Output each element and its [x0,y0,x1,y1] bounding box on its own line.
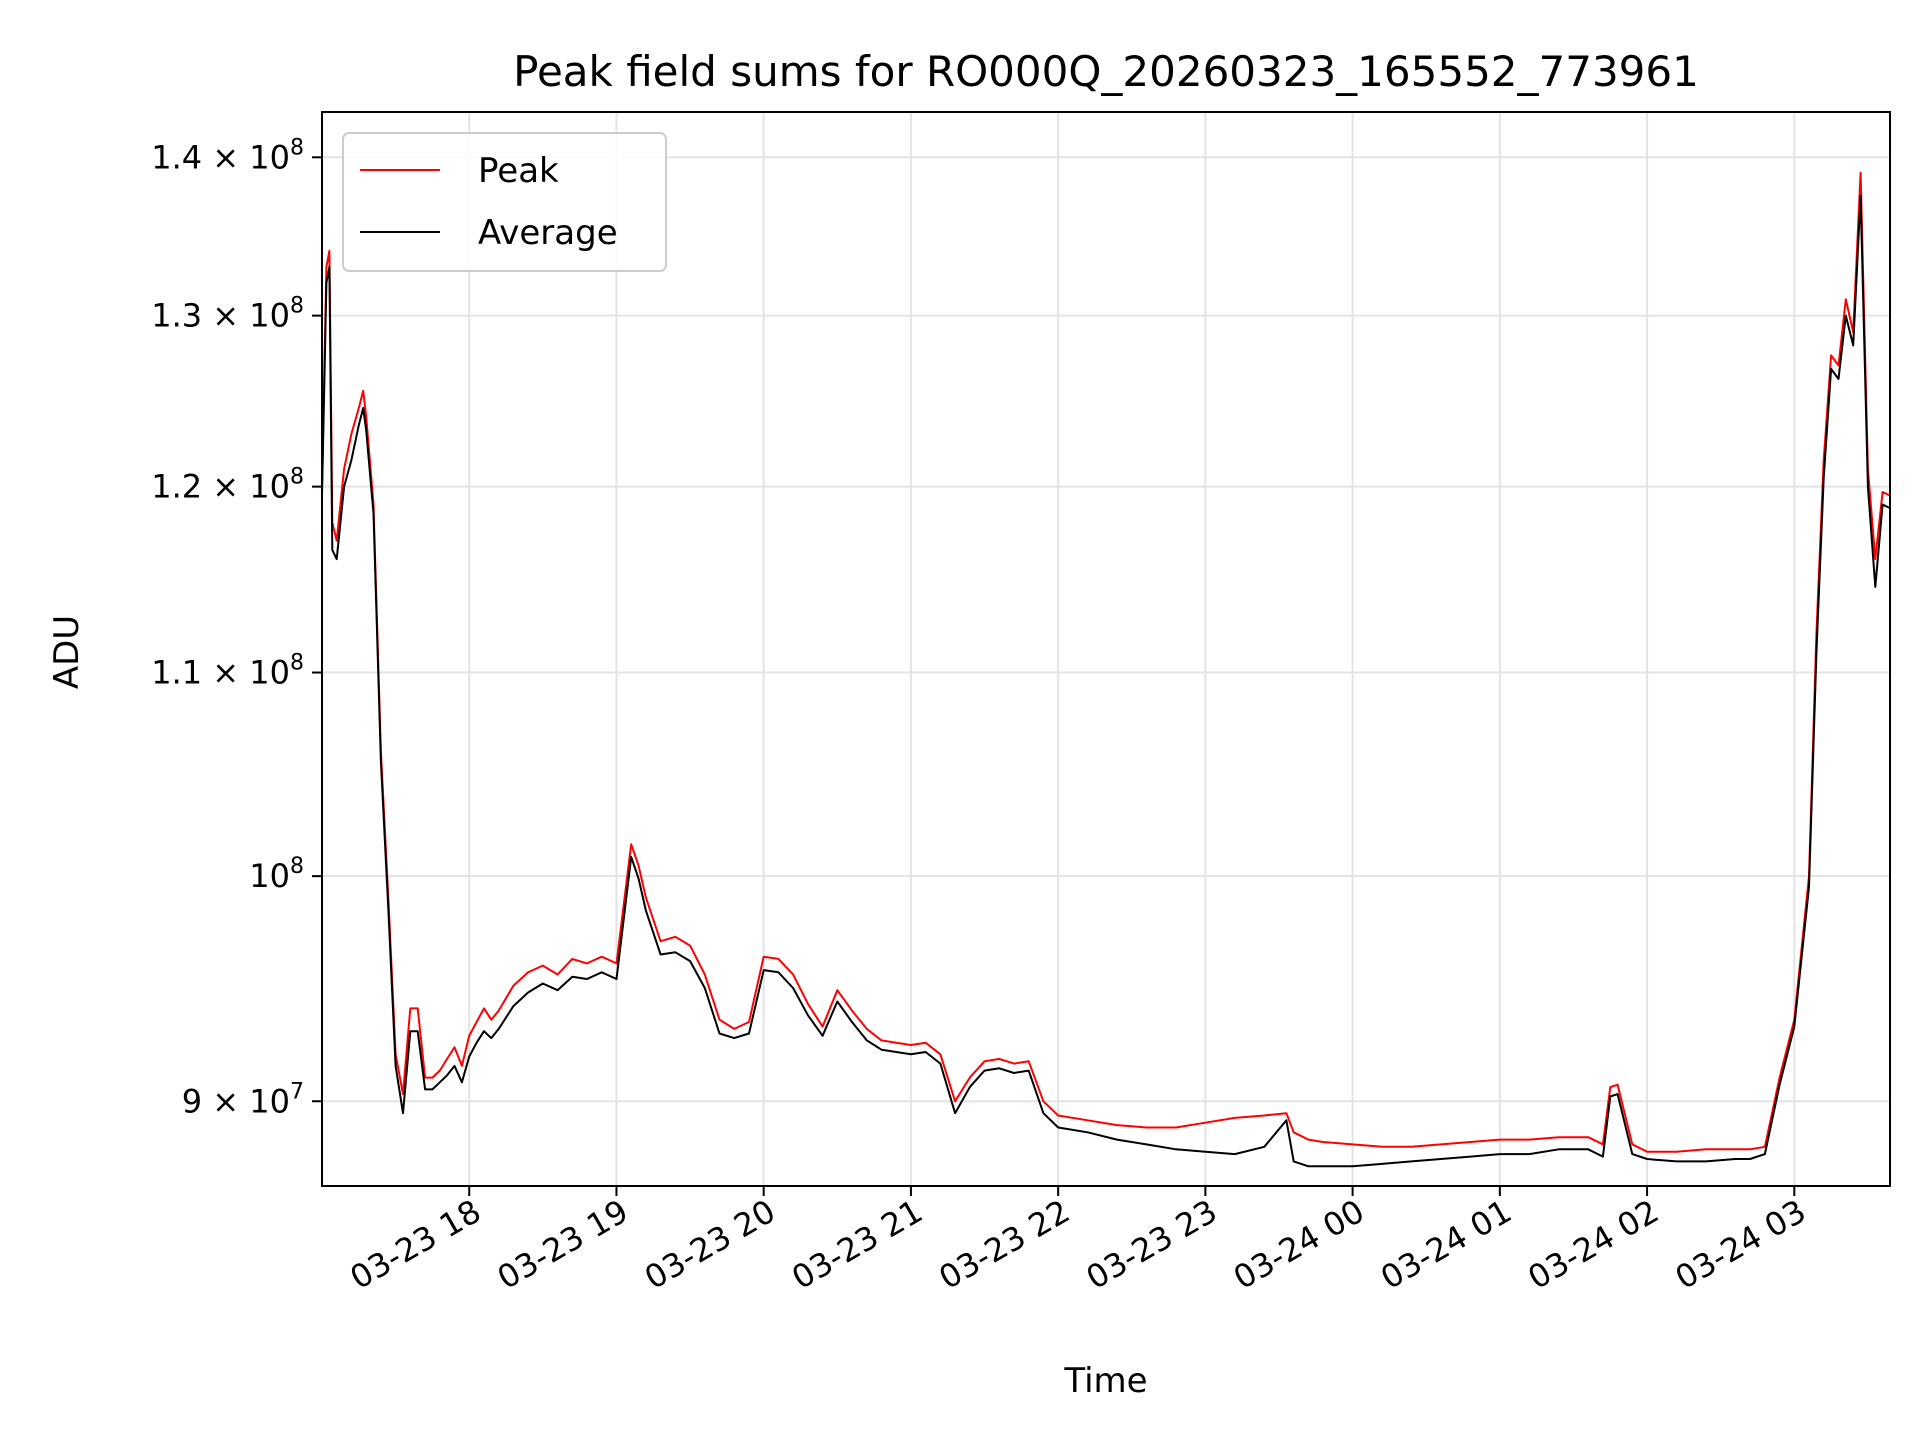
legend-label-peak: Peak [478,151,559,191]
y-tick-exponent: 8 [290,854,304,879]
plot-frame [321,111,1891,1187]
y-tick-base: 9 × 10 [182,1082,290,1120]
series-layer [321,171,1891,1168]
y-tick-exponent: 8 [290,135,304,160]
legend-box [342,132,667,272]
y-axis-title: ADU [47,615,87,689]
y-tick-exponent: 8 [290,294,304,319]
chart-title: Peak field sums for RO000Q_20260323_1655… [513,47,1699,96]
y-tick-exponent: 7 [290,1079,304,1104]
y-tick-base: 10 [249,857,290,895]
y-tick-label: 1.3 × 108 [151,294,304,335]
y-tick-base: 1.2 × 10 [151,468,290,506]
y-tick-exponent: 8 [290,465,304,490]
series-line-peak [321,171,1891,1153]
x-axis-title: Time [1063,1361,1147,1401]
y-tick-base: 1.1 × 10 [151,654,290,692]
y-tick-base: 1.4 × 10 [151,138,290,176]
legend-label-average: Average [478,213,618,253]
y-tick-base: 1.3 × 10 [151,297,290,335]
legend: Peak Average [342,132,667,272]
y-tick-label: 1.4 × 108 [151,135,304,176]
series-line-average [321,194,1891,1168]
y-tick-exponent: 8 [290,651,304,676]
y-tick-label: 9 × 107 [182,1079,304,1120]
y-tick-label: 108 [249,854,304,895]
y-tick-label: 1.2 × 108 [151,465,304,506]
y-tick-label: 1.1 × 108 [151,651,304,692]
